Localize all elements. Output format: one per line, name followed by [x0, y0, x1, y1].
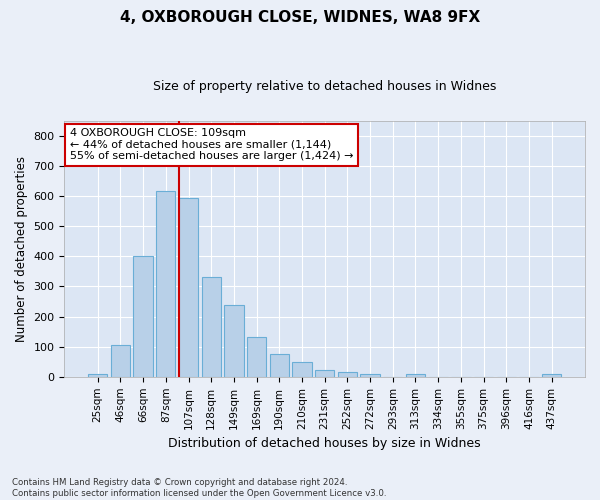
Bar	[111, 344, 130, 377]
Bar	[292, 362, 311, 377]
Bar	[88, 374, 107, 377]
Text: Contains HM Land Registry data © Crown copyright and database right 2024.
Contai: Contains HM Land Registry data © Crown c…	[12, 478, 386, 498]
Bar	[179, 198, 198, 377]
Bar	[338, 372, 357, 377]
Bar	[406, 374, 425, 377]
Bar	[133, 256, 153, 377]
Bar	[361, 374, 380, 377]
Text: 4, OXBOROUGH CLOSE, WIDNES, WA8 9FX: 4, OXBOROUGH CLOSE, WIDNES, WA8 9FX	[120, 10, 480, 25]
Title: Size of property relative to detached houses in Widnes: Size of property relative to detached ho…	[153, 80, 496, 93]
Bar	[269, 354, 289, 377]
Bar	[202, 278, 221, 377]
Text: 4 OXBOROUGH CLOSE: 109sqm
← 44% of detached houses are smaller (1,144)
55% of se: 4 OXBOROUGH CLOSE: 109sqm ← 44% of detac…	[70, 128, 353, 162]
Bar	[315, 370, 334, 377]
Bar	[247, 336, 266, 377]
Y-axis label: Number of detached properties: Number of detached properties	[15, 156, 28, 342]
Bar	[542, 374, 562, 377]
Bar	[224, 305, 244, 377]
X-axis label: Distribution of detached houses by size in Widnes: Distribution of detached houses by size …	[169, 437, 481, 450]
Bar	[156, 191, 175, 377]
